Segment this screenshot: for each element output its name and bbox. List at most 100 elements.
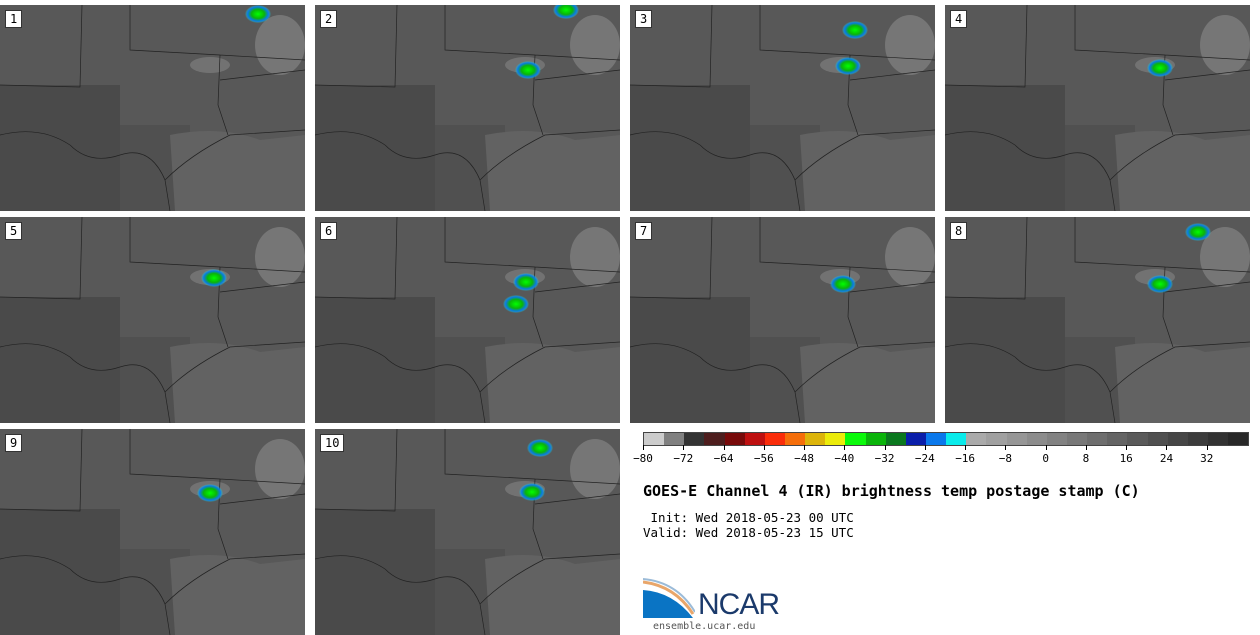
- colorbar-tick: [1206, 445, 1208, 450]
- postage-stamp-panel: 2: [315, 5, 620, 211]
- site-url: ensemble.ucar.edu: [653, 621, 756, 632]
- colorbar-bin: [1167, 433, 1188, 445]
- colorbar-bin: [784, 433, 806, 445]
- colorbar-tick: [1045, 445, 1047, 450]
- convective-cloud: [515, 61, 541, 79]
- colorbar-tick-label: −72: [673, 452, 694, 465]
- panel-number: 9: [5, 434, 23, 452]
- colorbar-tick: [924, 445, 926, 450]
- chart-title: GOES-E Channel 4 (IR) brightness temp po…: [643, 482, 1140, 500]
- colorbar-bin: [845, 433, 866, 445]
- postage-stamp-panel: 6: [315, 217, 620, 423]
- colorbar-bin: [1006, 433, 1027, 445]
- colorbar-bin: [684, 433, 705, 445]
- colorbar-tick: [1085, 445, 1087, 450]
- colorbar-bin: [724, 433, 745, 445]
- convective-cloud: [503, 295, 529, 313]
- panel-number: 3: [635, 10, 653, 28]
- colorbar-bin: [1228, 433, 1249, 445]
- colorbar-tick: [804, 445, 806, 450]
- panel-number: 4: [950, 10, 968, 28]
- colorbar-tick: [884, 445, 886, 450]
- colorbar-tick-label: −64: [713, 452, 734, 465]
- colorbar-bin: [1026, 433, 1047, 445]
- colorbar-bin: [764, 433, 785, 445]
- convective-cloud: [201, 269, 227, 287]
- colorbar-tick: [723, 445, 725, 450]
- colorbar-tick-label: −80: [633, 452, 653, 465]
- colorbar-bin: [805, 433, 826, 445]
- postage-stamp-panel: 1: [0, 5, 305, 211]
- colorbar-tick-label: 24: [1159, 452, 1174, 465]
- init-time: Init: Wed 2018-05-23 00 UTC: [643, 510, 854, 525]
- colorbar-bin: [664, 433, 685, 445]
- panel-number: 1: [5, 10, 23, 28]
- colorbar-bin: [1107, 433, 1128, 445]
- valid-time: Valid: Wed 2018-05-23 15 UTC: [643, 525, 854, 540]
- panel-number: 8: [950, 222, 968, 240]
- colorbar-tick-label: −48: [794, 452, 814, 465]
- convective-cloud: [513, 273, 539, 291]
- convective-cloud: [527, 439, 553, 457]
- panel-number: 2: [320, 10, 338, 28]
- colorbar-bin: [966, 433, 987, 445]
- colorbar-bin: [1207, 433, 1229, 445]
- colorbar-tick: [683, 445, 685, 450]
- colorbar-bin: [865, 433, 886, 445]
- colorbar-bin: [1127, 433, 1148, 445]
- postage-stamp-panel: 4: [945, 5, 1250, 211]
- colorbar-tick-label: −32: [874, 452, 895, 465]
- convective-cloud: [1147, 59, 1173, 77]
- colorbar-bin: [1147, 433, 1168, 445]
- colorbar-tick: [1166, 445, 1168, 450]
- convective-cloud: [553, 5, 579, 19]
- colorbar-tick-label: −56: [753, 452, 774, 465]
- convective-cloud: [519, 483, 545, 501]
- colorbar-bin: [744, 433, 765, 445]
- ncar-logo-icon: [643, 578, 695, 618]
- panel-number: 5: [5, 222, 23, 240]
- colorbar-tick-label: −8: [998, 452, 1013, 465]
- postage-stamp-panel: 10: [315, 429, 620, 635]
- colorbar-tick-label: 16: [1119, 452, 1133, 465]
- colorbar-bin: [825, 433, 846, 445]
- colorbar-bin: [704, 433, 725, 445]
- postage-stamp-panel: 3: [630, 5, 935, 211]
- colorbar-tick-label: 32: [1200, 452, 1214, 465]
- colorbar-bin: [885, 433, 906, 445]
- colorbar-tick: [763, 445, 765, 450]
- colorbar-bin: [1187, 433, 1208, 445]
- convective-cloud: [245, 5, 271, 23]
- postage-stamp-panel: 7: [630, 217, 935, 423]
- panel-number: 6: [320, 222, 338, 240]
- colorbar-bin: [946, 433, 967, 445]
- convective-cloud: [830, 275, 856, 293]
- colorbar-tick: [844, 445, 846, 450]
- colorbar-tick: [1126, 445, 1128, 450]
- colorbar-tick-label: 0: [1042, 452, 1049, 465]
- colorbar-bin: [925, 433, 947, 445]
- colorbar-bin: [1087, 433, 1108, 445]
- colorbar-bin: [905, 433, 926, 445]
- colorbar-bin: [986, 433, 1007, 445]
- convective-cloud: [842, 21, 868, 39]
- postage-stamp-panel: 5: [0, 217, 305, 423]
- postage-stamp-panel: 8: [945, 217, 1250, 423]
- colorbar-bin: [1046, 433, 1067, 445]
- colorbar-bin: [644, 433, 665, 445]
- colorbar-tick: [1005, 445, 1007, 450]
- colorbar-bin: [1066, 433, 1088, 445]
- panel-number: 7: [635, 222, 653, 240]
- colorbar-tick: [965, 445, 967, 450]
- colorbar: [643, 432, 1249, 446]
- convective-cloud: [197, 484, 223, 502]
- convective-cloud: [1147, 275, 1173, 293]
- convective-cloud: [835, 57, 861, 75]
- panel-number: 10: [320, 434, 345, 452]
- colorbar-tick-label: −40: [834, 452, 855, 465]
- colorbar-tick-label: −24: [914, 452, 935, 465]
- colorbar-tick: [643, 445, 644, 450]
- postage-stamp-panel: 9: [0, 429, 305, 635]
- ncar-logo-text: NCAR: [698, 588, 780, 621]
- colorbar-tick-label: −16: [955, 452, 976, 465]
